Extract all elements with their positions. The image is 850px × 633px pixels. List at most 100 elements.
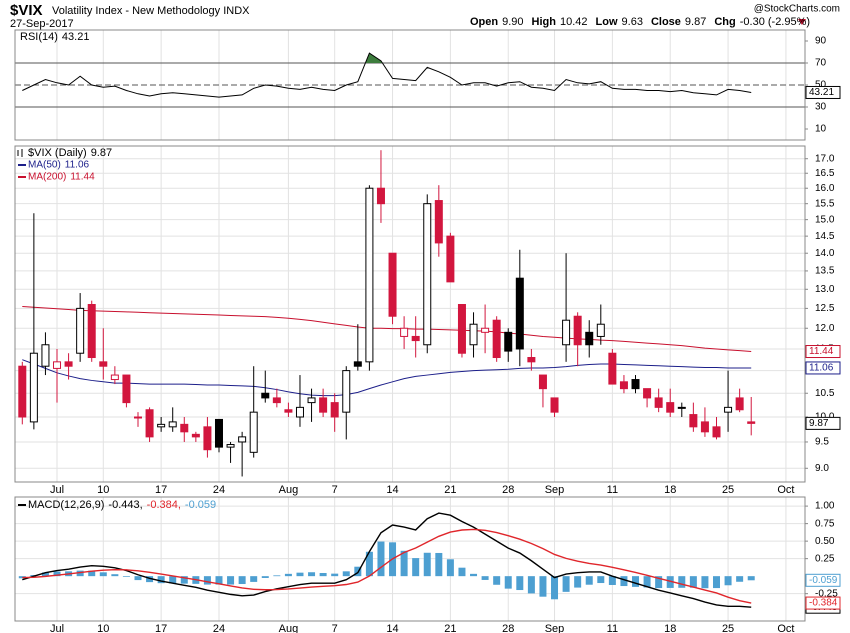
y-tick-label: 16.0: [815, 183, 835, 194]
candle: [226, 441, 235, 463]
value-box-frame: [805, 416, 841, 430]
y-tick-label: 15.0: [815, 214, 835, 225]
histogram-bar: [41, 572, 49, 577]
candle: [99, 328, 108, 380]
legend-value: -0.059: [185, 499, 216, 511]
y-tick-label: 9.5: [815, 437, 829, 448]
histogram-bar: [227, 576, 235, 585]
x-tick-label: 18: [664, 484, 676, 496]
candle: [134, 412, 142, 427]
x-tick-label: Oct: [777, 484, 794, 496]
histogram-bar: [296, 572, 304, 577]
candle-body: [261, 392, 270, 399]
candle-body: [388, 252, 397, 317]
candle: [527, 348, 536, 371]
candle-body: [87, 304, 96, 359]
x-tick-label: 17: [155, 484, 167, 496]
y-tick-label: 30: [815, 102, 827, 113]
stat-value: 9.63: [622, 16, 643, 28]
legend-label: RSI(14): [20, 31, 58, 43]
candle: [423, 194, 432, 354]
histogram-bar: [146, 576, 154, 583]
histogram-bar: [701, 576, 709, 589]
candle-body: [411, 335, 420, 342]
x-tick-label: 28: [502, 623, 514, 633]
histogram-bar: [238, 576, 246, 585]
y-tick-label: 10: [815, 124, 827, 135]
x-tick-label: Aug: [279, 484, 299, 496]
candle: [157, 417, 166, 432]
candle: [724, 370, 733, 432]
histogram-bar: [458, 567, 466, 577]
candle-body: [272, 397, 281, 404]
histogram-bar: [632, 576, 640, 587]
candle: [64, 353, 73, 380]
candle-body: [527, 357, 536, 363]
candle-body: [596, 323, 605, 337]
candle: [469, 312, 478, 358]
histogram-bar: [53, 571, 61, 577]
histogram-bar: [493, 576, 501, 585]
y-tick-label: 17.0: [815, 153, 835, 164]
stat-value: 9.87: [685, 16, 706, 28]
stat-value: 10.42: [560, 16, 588, 28]
y-tick-label: 12.0: [815, 323, 835, 334]
histogram-bar: [481, 576, 489, 580]
histogram-bar: [678, 576, 686, 588]
candle: [110, 366, 119, 385]
candle: [585, 320, 594, 358]
candle-body: [122, 374, 131, 404]
candle: [18, 361, 27, 425]
histogram-bar: [377, 541, 385, 577]
histogram-bar: [551, 576, 559, 600]
x-tick-label: Aug: [279, 623, 299, 633]
candle-body: [423, 203, 432, 346]
candle: [41, 332, 50, 376]
histogram-bar: [504, 576, 512, 589]
candle-body: [550, 397, 559, 413]
candle: [145, 407, 154, 442]
candle: [619, 375, 628, 394]
legend-title: MACD(12,26,9): [28, 499, 104, 511]
candle-body: [400, 327, 409, 337]
candle: [446, 232, 455, 283]
y-tick-label: -0.25: [815, 588, 838, 599]
candle-body: [724, 406, 733, 413]
stat-value: -0.30 (-2.95%): [740, 16, 810, 28]
candle-body: [457, 304, 466, 354]
histogram-bar: [342, 571, 350, 577]
candle: [180, 417, 189, 442]
candle: [122, 374, 131, 408]
legend-label: MA(200): [28, 172, 66, 183]
x-tick-label: 28: [502, 484, 514, 496]
candle-body: [585, 331, 594, 346]
x-tick-label: 21: [444, 623, 456, 633]
candle: [284, 402, 293, 418]
histogram-bar: [597, 576, 605, 584]
candle: [457, 304, 466, 358]
value-box-label: 43.21: [809, 87, 834, 98]
candle-body: [214, 418, 223, 448]
candle-body: [573, 315, 582, 346]
legend-label: MA(50): [28, 160, 61, 171]
moving-average: [22, 305, 752, 353]
stat-label: Low: [596, 16, 618, 28]
candle: [400, 316, 409, 349]
candle: [376, 150, 385, 223]
histogram-bar: [284, 573, 292, 577]
x-tick-label: Jul: [50, 623, 64, 633]
candle: [596, 304, 605, 345]
histogram-bar: [608, 576, 616, 585]
y-tick-label: 16.5: [815, 168, 835, 179]
histogram-bar: [157, 576, 165, 584]
value-box-label: 11.06: [809, 363, 834, 374]
candle-body: [203, 426, 212, 451]
y-tick-label: 13.5: [815, 266, 835, 277]
candle: [515, 249, 524, 367]
candle: [319, 388, 328, 418]
histogram-bar: [169, 576, 177, 584]
candle: [689, 402, 698, 432]
histogram-bar: [400, 550, 408, 577]
